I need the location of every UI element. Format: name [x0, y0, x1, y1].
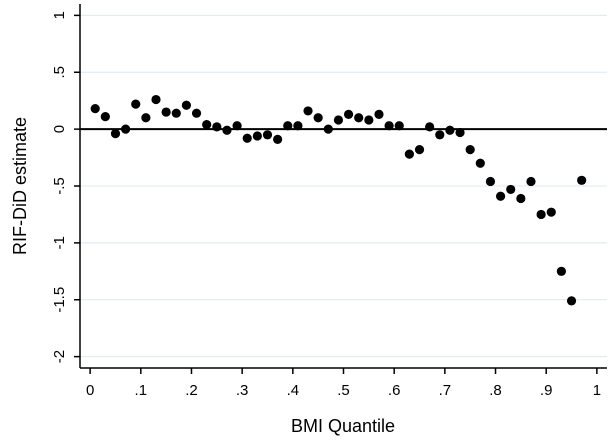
x-tick-label-6: .6: [388, 382, 401, 399]
data-point-36: [455, 127, 465, 138]
data-point-25: [343, 109, 354, 119]
data-point-10: [191, 108, 202, 118]
data-point-34: [435, 130, 445, 140]
data-point-16: [252, 131, 262, 141]
x-tick-label-10: 1: [593, 382, 601, 399]
gridlines: [80, 14, 607, 358]
data-point-23: [323, 124, 333, 134]
data-point-5: [141, 113, 151, 123]
y-axis-title: RIF-DiD estimate: [10, 117, 30, 255]
data-point-44: [536, 209, 546, 220]
data-point-40: [495, 191, 506, 201]
data-point-20: [293, 121, 303, 131]
data-point-39: [485, 176, 496, 187]
y-tick-label-2: 0: [51, 125, 68, 133]
data-point-28: [374, 109, 384, 119]
data-point-13: [222, 125, 232, 135]
data-point-32: [414, 145, 425, 155]
data-point-45: [546, 207, 556, 217]
data-point-41: [506, 184, 516, 195]
y-tick-label-4: -1: [51, 236, 68, 249]
y-tick-label-5: -1.5: [51, 287, 68, 313]
x-tick-label-7: .7: [439, 382, 452, 399]
x-tick-label-8: .8: [489, 382, 502, 399]
data-point-6: [151, 94, 161, 105]
data-point-27: [364, 115, 374, 125]
data-point-24: [333, 115, 344, 125]
y-tick-label-6: -2: [51, 350, 68, 363]
data-point-8: [171, 108, 181, 118]
data-point-14: [232, 121, 242, 131]
data-point-4: [131, 99, 141, 109]
data-point-29: [384, 121, 394, 131]
data-point-1: [100, 112, 110, 122]
data-point-43: [526, 176, 536, 187]
data-point-48: [577, 175, 587, 185]
data-point-37: [465, 145, 475, 155]
data-point-42: [516, 193, 526, 204]
data-point-3: [121, 124, 131, 134]
y-axis: 1 .5 0 -.5 -1 -1.5 -2: [51, 4, 81, 368]
x-axis: 0 .1 .2 .3 .4 .5 .6 .7 .8 .9 1: [80, 367, 607, 399]
x-tick-label-3: .3: [236, 382, 249, 399]
data-point-33: [425, 122, 435, 132]
data-point-30: [394, 121, 404, 131]
data-point-15: [242, 133, 252, 143]
x-tick-label-1: .1: [135, 382, 148, 399]
data-point-12: [212, 122, 222, 132]
x-tick-label-2: .2: [185, 382, 198, 399]
y-tick-label-3: -.5: [51, 177, 68, 195]
data-point-35: [445, 125, 455, 135]
data-points: [90, 94, 587, 306]
data-point-31: [404, 149, 414, 159]
data-point-11: [202, 119, 212, 130]
data-point-22: [313, 113, 323, 123]
data-point-18: [273, 134, 283, 144]
data-point-2: [110, 129, 121, 139]
x-tick-label-0: 0: [86, 382, 94, 399]
y-tick-label-1: .5: [51, 66, 68, 79]
data-point-19: [283, 121, 293, 131]
y-tick-label-0: 1: [51, 11, 68, 19]
data-point-47: [566, 296, 577, 306]
data-point-21: [303, 106, 313, 116]
data-point-7: [161, 107, 171, 117]
data-point-38: [475, 158, 485, 168]
data-point-17: [262, 130, 273, 140]
x-tick-label-5: .5: [337, 382, 350, 399]
data-point-46: [556, 266, 566, 276]
data-point-9: [181, 100, 192, 110]
data-point-26: [354, 113, 364, 123]
x-tick-label-4: .4: [287, 382, 300, 399]
x-axis-title: BMI Quantile: [291, 416, 395, 436]
data-point-0: [90, 104, 100, 114]
x-tick-label-9: .9: [540, 382, 553, 399]
